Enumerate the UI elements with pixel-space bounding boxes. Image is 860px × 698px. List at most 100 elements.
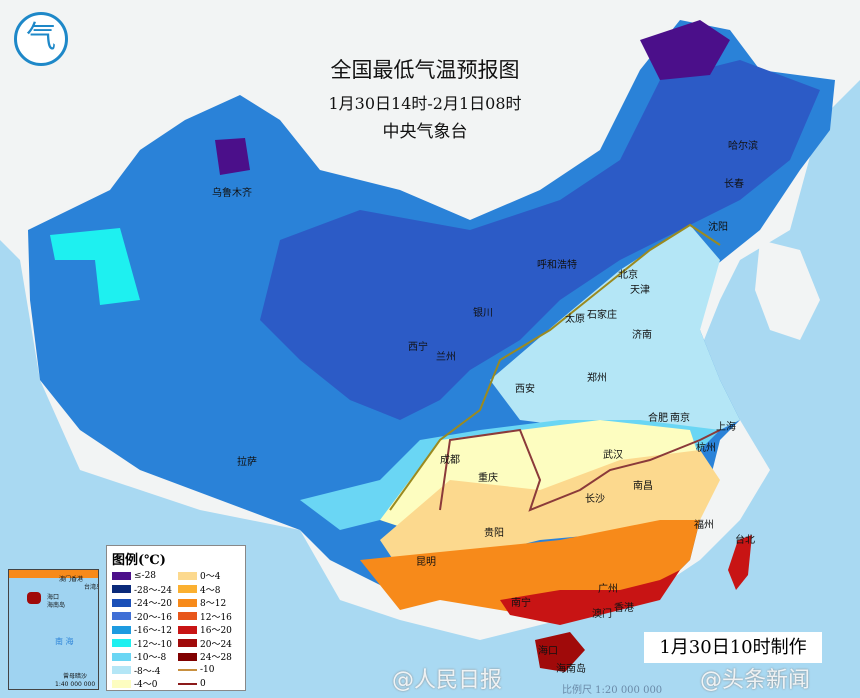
- city-label: 长春: [724, 179, 744, 190]
- legend-item: 12～16: [178, 611, 240, 623]
- inset-label: 南 海: [55, 637, 74, 646]
- city-label: 海口: [538, 646, 558, 657]
- legend-label: -8～-4: [134, 666, 161, 677]
- zone-light-north: [490, 225, 740, 440]
- legend-item: 24～28: [178, 651, 240, 663]
- legend-label: 20～24: [200, 639, 232, 650]
- city-label: 南昌: [633, 481, 653, 492]
- watermark-toutiao-news: @头条新闻: [700, 668, 811, 693]
- city-label: 成都: [440, 455, 460, 466]
- city-label: 拉萨: [237, 457, 257, 468]
- legend-label: ≤-28: [134, 570, 157, 581]
- legend-swatch: [112, 625, 131, 634]
- legend-item: 20～24: [178, 638, 240, 650]
- legend-swatch: [178, 682, 197, 685]
- production-time: 1月30日10时制作: [644, 632, 822, 663]
- city-label: 上海: [716, 422, 736, 433]
- legend-item: -20～-16: [112, 611, 174, 623]
- city-label: 广州: [598, 584, 618, 595]
- legend-label: 24～28: [200, 653, 232, 664]
- legend-item: -10: [178, 665, 240, 677]
- legend-swatch: [112, 571, 131, 580]
- legend-swatch: [112, 612, 131, 621]
- legend-swatch: [178, 598, 197, 607]
- legend-item: ≤-28: [112, 570, 174, 582]
- legend-item: 0～4: [178, 570, 240, 582]
- legend-label: -12～-10: [134, 639, 172, 650]
- city-label: 香港: [614, 603, 634, 614]
- city-label: 郑州: [587, 373, 607, 384]
- city-label: 天津: [630, 285, 650, 296]
- city-label: 昆明: [416, 557, 436, 568]
- inset-label: 海南岛: [47, 602, 66, 609]
- city-label: 乌鲁木齐: [212, 188, 252, 199]
- city-label: 福州: [694, 520, 714, 531]
- zone-purple-ne: [640, 20, 730, 80]
- legend-item: -8～-4: [112, 665, 174, 677]
- korea: [755, 240, 820, 340]
- isotherm-0: [439, 428, 721, 512]
- legend-item: -28～-24: [112, 584, 174, 596]
- zone-red-coast: [500, 570, 680, 625]
- legend-label: 16～20: [200, 626, 232, 637]
- legend-swatch: [112, 666, 131, 675]
- city-label: 合肥: [648, 413, 668, 424]
- legend-label: -10: [200, 665, 215, 676]
- inset-label: 澳门: [59, 576, 72, 583]
- city-label: 重庆: [478, 473, 498, 484]
- zone-cyan-xj: [50, 228, 140, 305]
- legend: 图例(℃) ≤-28 0～4 -28～-24 4～8 -24～-20 8～12 -20～-1…: [106, 545, 246, 691]
- city-label: 北京: [618, 270, 638, 281]
- zone-purple-xj: [215, 138, 250, 175]
- legend-swatch: [112, 585, 131, 594]
- city-label: 太原: [565, 314, 585, 325]
- city-label: 海南岛: [556, 664, 586, 675]
- legend-item: 16～20: [178, 624, 240, 636]
- legend-item: 0: [178, 678, 240, 690]
- legend-label: -28～-24: [134, 585, 172, 596]
- city-label: 澳门: [592, 609, 612, 620]
- legend-label: -16～-12: [134, 626, 172, 637]
- legend-item: -16～-12: [112, 624, 174, 636]
- legend-label: -10～-8: [134, 653, 167, 664]
- zone-warm: [380, 450, 720, 570]
- map-period: 1月30日14时-2月1日08时: [328, 94, 522, 113]
- legend-item: -12～-10: [112, 638, 174, 650]
- city-label: 杭州: [696, 443, 716, 454]
- city-label: 哈尔滨: [728, 141, 758, 152]
- legend-item: 8～12: [178, 597, 240, 609]
- legend-swatch: [178, 585, 197, 594]
- inset-label: 香港: [71, 576, 84, 583]
- watermark-people-daily: @人民日报: [392, 668, 503, 693]
- city-label: 南京: [670, 413, 690, 424]
- inset-label: 台湾岛: [84, 584, 98, 591]
- legend-item: -4～0: [112, 678, 174, 690]
- south-china-sea-inset: 澳门 香港 台湾岛 海口 海南岛 南 海 曾母暗沙 1:40 000 000: [8, 569, 99, 690]
- logo-glyph: 气: [26, 20, 56, 55]
- city-label: 西安: [515, 384, 535, 395]
- inset-scale: 1:40 000 000: [55, 681, 96, 688]
- legend-item: -10～-8: [112, 651, 174, 663]
- legend-label: 0: [200, 678, 206, 689]
- legend-swatch: [178, 625, 197, 634]
- legend-swatch: [112, 652, 131, 661]
- legend-item: 4～8: [178, 584, 240, 596]
- map-issuer: 中央气象台: [382, 122, 468, 142]
- city-label: 石家庄: [587, 310, 617, 321]
- legend-label: -4～0: [134, 680, 158, 691]
- legend-label: 8～12: [200, 599, 227, 610]
- legend-label: 12～16: [200, 612, 232, 623]
- legend-swatch: [178, 652, 197, 661]
- map-title: 全国最低气温预报图: [330, 58, 520, 82]
- legend-swatch: [178, 669, 197, 672]
- city-label: 南宁: [511, 598, 531, 609]
- city-label: 贵阳: [484, 528, 504, 539]
- taiwan: [728, 535, 752, 590]
- legend-label: -24～-20: [134, 599, 172, 610]
- legend-swatch: [178, 639, 197, 648]
- inset-label: 海口: [47, 594, 60, 601]
- city-label: 济南: [632, 330, 652, 341]
- legend-swatch: [112, 598, 131, 607]
- city-label: 武汉: [603, 450, 623, 461]
